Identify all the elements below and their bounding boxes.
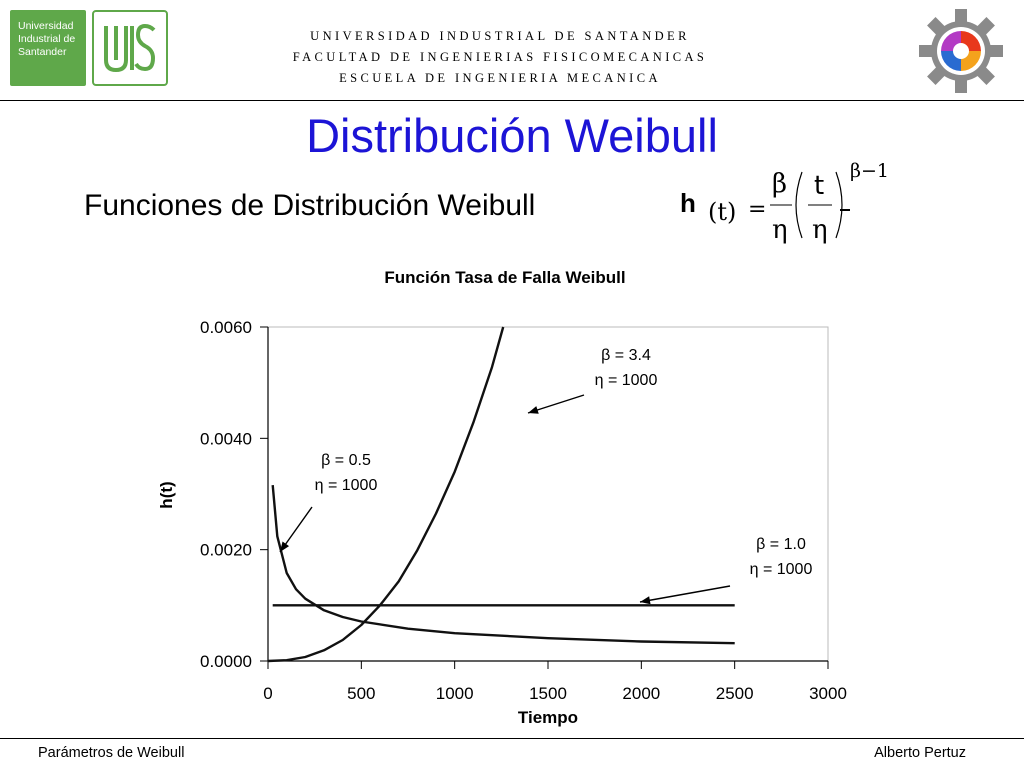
y-tick-label: 0.0060 bbox=[200, 318, 252, 337]
x-tick-label: 3000 bbox=[809, 684, 847, 703]
x-tick-label: 1500 bbox=[529, 684, 567, 703]
section-subtitle: Funciones de Distribución Weibull bbox=[84, 189, 536, 222]
series-annotation-eta: η = 1000 bbox=[595, 372, 658, 389]
series-annotation-eta: η = 1000 bbox=[315, 477, 378, 494]
series-annotation-beta: β = 3.4 bbox=[601, 347, 651, 364]
formula-eta-2: η bbox=[812, 215, 828, 245]
hazard-formula: h (t) = β η t η β−1 bbox=[680, 160, 889, 245]
page-title: Distribución Weibull bbox=[306, 109, 718, 162]
x-tick-label: 1000 bbox=[436, 684, 474, 703]
uis-mark-logo bbox=[92, 10, 168, 86]
arrow-head-icon bbox=[280, 541, 290, 552]
formula-equals: = bbox=[748, 197, 766, 222]
arrow-head-icon bbox=[640, 596, 651, 605]
formula-beta: β bbox=[772, 169, 787, 199]
formula-eta: η bbox=[772, 215, 788, 245]
annotation-arrow-line bbox=[639, 585, 731, 603]
formula-arg: (t) bbox=[708, 198, 736, 226]
series-annotation-beta: β = 1.0 bbox=[756, 536, 806, 553]
footer-divider bbox=[0, 738, 1024, 739]
y-tick-label: 0.0000 bbox=[200, 652, 252, 671]
series-line-beta-0-5 bbox=[271, 484, 735, 645]
logo-text-line: Santander bbox=[18, 46, 67, 58]
left-paren bbox=[795, 171, 803, 239]
header-divider bbox=[0, 100, 1024, 101]
series-annotation-beta: β = 0.5 bbox=[321, 452, 371, 469]
header-line-school: ESCUELA DE INGENIERIA MECANICA bbox=[339, 71, 661, 85]
x-tick-label: 2500 bbox=[716, 684, 754, 703]
x-tick-label: 0 bbox=[263, 684, 272, 703]
uis-mark-icon bbox=[104, 23, 156, 73]
x-axis-label: Tiempo bbox=[518, 708, 578, 727]
x-tick-label: 500 bbox=[347, 684, 375, 703]
y-tick-label: 0.0040 bbox=[200, 429, 252, 448]
y-axis-label: h(t) bbox=[157, 481, 176, 508]
institution-header: UNIVERSIDAD INDUSTRIAL DE SANTANDER FACU… bbox=[260, 26, 740, 89]
chart-title: Función Tasa de Falla Weibull bbox=[384, 268, 625, 287]
hazard-rate-chart: Función Tasa de Falla Weibull 0 500 1000 15… bbox=[157, 268, 847, 727]
formula-t: t bbox=[814, 171, 824, 201]
formula-h: h bbox=[680, 188, 696, 218]
footer-topic: Parámetros de Weibull bbox=[38, 745, 185, 761]
series-annotation-eta: η = 1000 bbox=[750, 561, 813, 578]
arrow-head-icon bbox=[528, 406, 539, 414]
logo-text-line: Universidad bbox=[18, 20, 74, 32]
logo-text-line: Industrial de bbox=[18, 33, 76, 45]
formula-exponent: β−1 bbox=[850, 160, 889, 182]
series-line-beta-3-4 bbox=[267, 326, 505, 663]
x-tick-label: 2000 bbox=[622, 684, 660, 703]
right-paren bbox=[835, 171, 843, 239]
header-line-faculty: FACULTAD DE INGENIERIAS FISICOMECANICAS bbox=[292, 50, 708, 64]
universidad-logo: Universidad Industrial de Santander bbox=[10, 10, 86, 86]
y-tick-label: 0.0020 bbox=[200, 541, 252, 560]
header-line-university: UNIVERSIDAD INDUSTRIAL DE SANTANDER bbox=[310, 29, 690, 43]
gear-logo-icon bbox=[919, 9, 1003, 93]
footer-author: Alberto Pertuz bbox=[874, 745, 966, 761]
plot-area-border bbox=[267, 326, 829, 662]
